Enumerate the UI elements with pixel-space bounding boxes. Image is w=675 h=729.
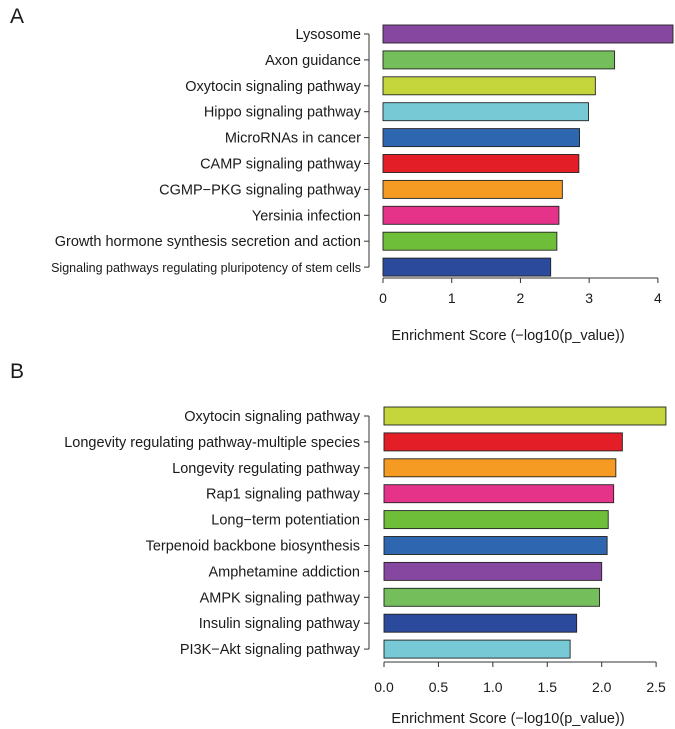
category-label: Long−term potentiation xyxy=(211,513,360,529)
x-tick-label: 1 xyxy=(448,290,456,306)
category-label: Yersinia infection xyxy=(252,208,361,224)
category-label: Rap1 signaling pathway xyxy=(206,487,361,503)
category-label: Longevity regulating pathway xyxy=(172,461,361,477)
bar xyxy=(383,536,608,555)
category-label: Signaling pathways regulating pluripoten… xyxy=(51,261,361,275)
bar xyxy=(383,639,571,659)
x-tick-label: 3 xyxy=(585,290,593,306)
x-tick-label: 0 xyxy=(379,290,387,306)
bar xyxy=(382,24,674,44)
category-label: Growth hormone synthesis secretion and a… xyxy=(55,234,361,250)
bar xyxy=(383,587,600,607)
bar xyxy=(382,205,560,225)
category-label: Longevity regulating pathway-multiple sp… xyxy=(64,435,360,451)
category-label: Oxytocin signaling pathway xyxy=(184,409,360,425)
category-label: Hippo signaling pathway xyxy=(204,105,362,121)
x-tick-label: 1.5 xyxy=(538,679,558,695)
bar xyxy=(383,561,603,581)
bar xyxy=(383,510,609,530)
bar xyxy=(383,458,617,478)
x-tick-label: 0.0 xyxy=(374,679,394,695)
category-label: Amphetamine addiction xyxy=(208,564,360,580)
bar xyxy=(382,257,552,277)
panel-a: A Lysosome Axon guidance Oxytocin signaling… xyxy=(10,5,674,344)
x-tick-label: 1.0 xyxy=(483,679,503,695)
bar xyxy=(382,231,558,251)
category-label: PI3K−Akt signaling pathway xyxy=(180,642,361,658)
category-label: MicroRNAs in cancer xyxy=(225,131,361,147)
bar xyxy=(382,102,589,122)
panel-label: B xyxy=(10,360,24,383)
bar xyxy=(382,50,616,70)
panel-b: B Oxytocin signaling pathway Longevity reg… xyxy=(10,360,667,727)
x-tick-label: 2.5 xyxy=(646,679,666,695)
category-label: CGMP−PKG signaling pathway xyxy=(159,182,362,198)
panel-label: A xyxy=(10,5,24,28)
category-label: CAMP signaling pathway xyxy=(200,157,362,173)
bar xyxy=(383,484,615,504)
x-tick-label: 0.5 xyxy=(429,679,449,695)
category-label: Lysosome xyxy=(295,27,361,43)
category-label: Axon guidance xyxy=(265,53,361,69)
category-label: Insulin signaling pathway xyxy=(199,616,361,632)
x-tick-label: 2.0 xyxy=(592,679,612,695)
bar xyxy=(382,76,596,96)
bar xyxy=(383,406,667,426)
bar xyxy=(382,128,580,148)
category-label: Oxytocin signaling pathway xyxy=(185,79,361,95)
bar xyxy=(382,154,580,173)
bar xyxy=(382,179,563,199)
category-label: Terpenoid backbone biosynthesis xyxy=(146,539,360,555)
category-label: AMPK signaling pathway xyxy=(200,590,361,606)
x-tick-label: 4 xyxy=(654,290,662,306)
bar xyxy=(383,613,578,633)
x-tick-label: 2 xyxy=(517,290,525,306)
x-axis-title: Enrichment Score (−log10(p_value)) xyxy=(391,328,624,344)
bar xyxy=(383,432,623,452)
x-axis-title: Enrichment Score (−log10(p_value)) xyxy=(391,711,624,727)
